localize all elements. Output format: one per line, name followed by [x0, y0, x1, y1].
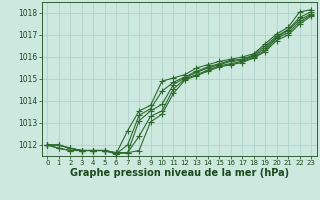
X-axis label: Graphe pression niveau de la mer (hPa): Graphe pression niveau de la mer (hPa) [70, 168, 289, 178]
